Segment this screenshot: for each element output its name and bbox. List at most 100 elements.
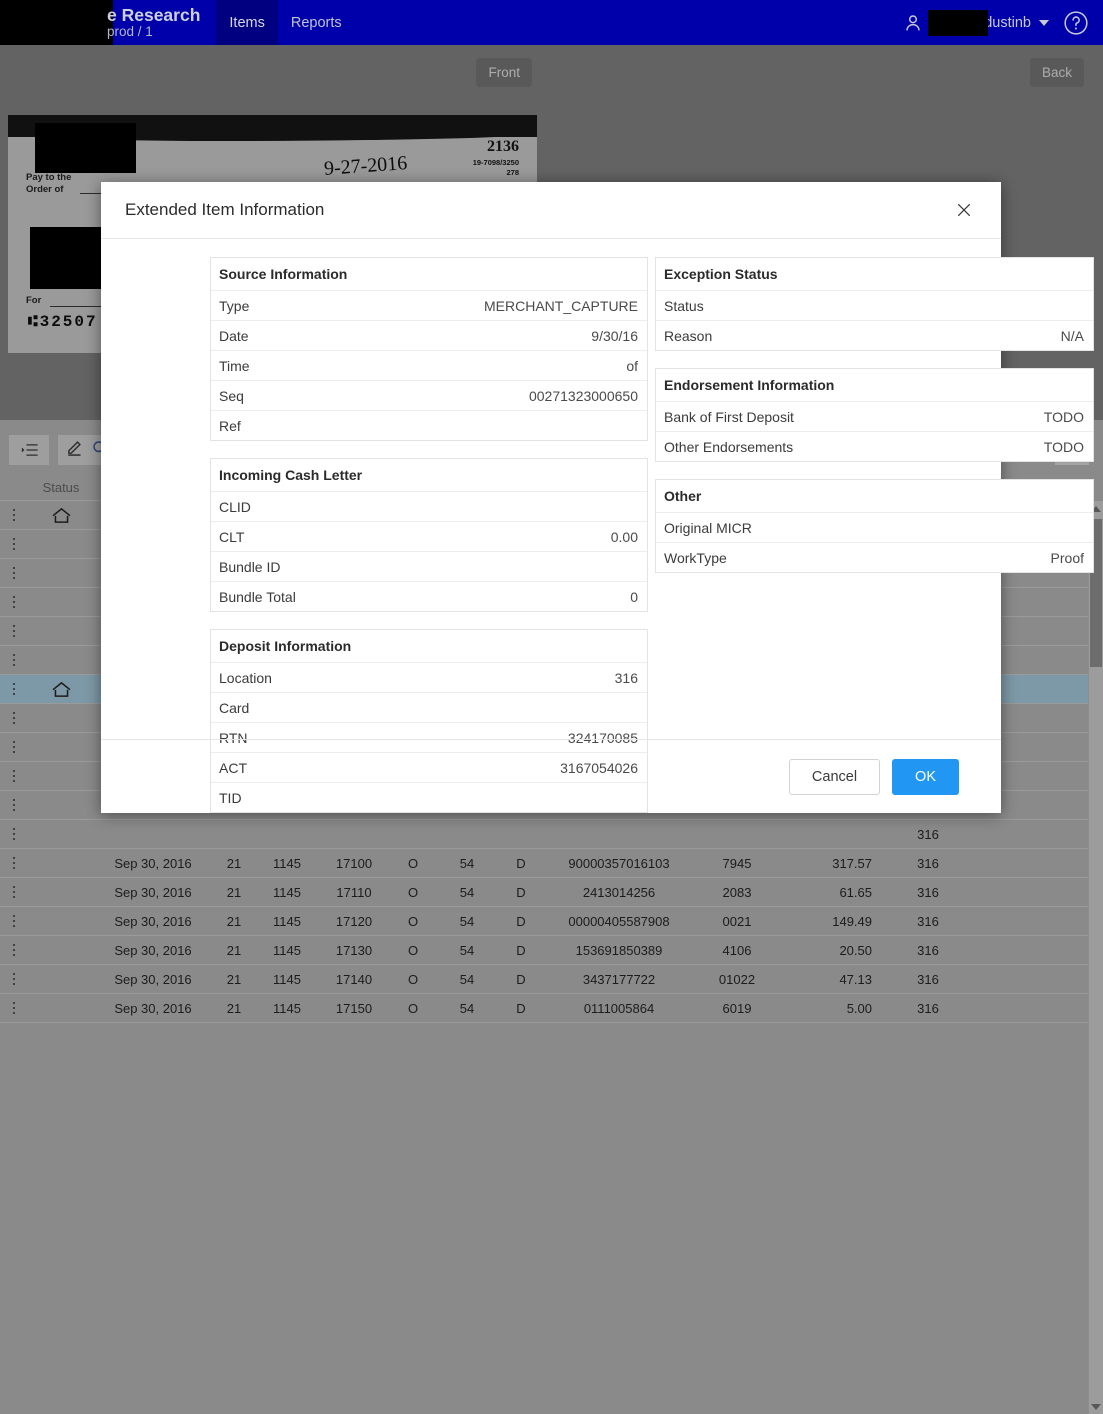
cell-col-f: D [516, 1000, 526, 1016]
detail-row: RTN 324170085 [211, 723, 647, 753]
close-icon[interactable] [951, 197, 977, 223]
cancel-button[interactable]: Cancel [788, 758, 881, 795]
ok-button[interactable]: OK [892, 758, 959, 795]
cell-col-d: O [407, 942, 419, 958]
cell-col-g: 2083 [722, 884, 752, 900]
row-menu-icon[interactable] [0, 762, 28, 790]
header-right: dustinb [902, 0, 1103, 45]
detail-value: 00271323000650 [528, 387, 638, 404]
card-title: Endorsement Information [656, 369, 1093, 402]
table-row[interactable]: Sep 30, 2016 21 1145 17100 O 54 D 900003… [0, 849, 1089, 878]
detail-row: Type MERCHANT_CAPTURE [211, 291, 647, 321]
row-menu-icon[interactable] [0, 791, 28, 819]
tab-reports[interactable]: Reports [290, 14, 342, 31]
cell-col-e: 54 [459, 913, 475, 929]
table-row[interactable]: Sep 30, 2016 21 1145 17130 O 54 D 153691… [0, 936, 1089, 965]
row-menu-icon[interactable] [0, 646, 28, 674]
cell-serial: 0111005864 [583, 1000, 655, 1016]
detail-row: Bank of First Deposit TODO [656, 402, 1093, 432]
row-status-icon [28, 675, 94, 703]
row-menu-icon[interactable] [0, 820, 28, 848]
detail-key: Date [219, 327, 249, 344]
cell-serial: 90000357016103 [568, 855, 670, 871]
cell-amount: 61.65 [839, 884, 872, 900]
cell-col-a: 21 [226, 855, 242, 871]
cell-col-d: O [407, 913, 419, 929]
th-status[interactable]: Status [42, 479, 80, 495]
cell-col-a: 21 [226, 884, 242, 900]
card-title: Source Information [211, 258, 647, 291]
detail-row: Bundle Total 0 [211, 582, 647, 611]
table-row[interactable]: Sep 30, 2016 21 1145 17110 O 54 D 241301… [0, 878, 1089, 907]
cell-date: Sep 30, 2016 [114, 884, 192, 900]
logo-redacted [0, 0, 113, 45]
left-column: Source Information Type MERCHANT_CAPTURE… [210, 257, 648, 830]
cell-dep-br: 316 [917, 1000, 939, 1016]
detail-row: Reason N/A [656, 321, 1093, 350]
cell-col-g: 4106 [722, 942, 752, 958]
front-redaction-top [35, 123, 136, 173]
cell-col-e: 54 [459, 855, 475, 871]
cell-col-f: D [516, 884, 526, 900]
cell-col-g: 6019 [722, 1000, 752, 1016]
pay-to-order-label: Pay to the Order of [26, 172, 72, 195]
check-front-top-shadow [8, 115, 537, 141]
cell-col-f: D [516, 913, 526, 929]
cell-col-e: 54 [459, 1000, 475, 1016]
cell-dep-br: 316 [917, 942, 939, 958]
detail-key: WorkType [664, 549, 727, 566]
detail-card: Exception Status Status Reason N/A [655, 257, 1094, 351]
row-menu-icon[interactable] [0, 994, 28, 1022]
cell-col-a: 21 [226, 942, 242, 958]
card-title: Incoming Cash Letter [211, 459, 647, 492]
cell-col-c: 17100 [335, 855, 373, 871]
row-menu-icon[interactable] [0, 530, 28, 558]
table-row[interactable]: Sep 30, 2016 21 1145 17150 O 54 D 011100… [0, 994, 1089, 1023]
row-menu-icon[interactable] [0, 588, 28, 616]
list-view-icon-button[interactable] [9, 435, 49, 465]
cell-col-d: O [407, 855, 419, 871]
row-status-icon [28, 994, 94, 1022]
row-menu-icon[interactable] [0, 501, 28, 529]
cell-col-e: 54 [459, 971, 475, 987]
back-image-pane: Back R002 050 Wash al 0204 60/61 H U [551, 45, 1103, 420]
table-row[interactable]: 316 [0, 820, 1089, 849]
row-menu-icon[interactable] [0, 559, 28, 587]
chevron-down-icon[interactable] [1039, 19, 1049, 26]
detail-value: 0.00 [610, 528, 638, 545]
detail-key: TID [219, 789, 242, 806]
back-button[interactable]: Back [1029, 58, 1084, 87]
row-menu-icon[interactable] [0, 907, 28, 935]
detail-key: Status [664, 297, 704, 314]
row-menu-icon[interactable] [0, 704, 28, 732]
detail-card: Source Information Type MERCHANT_CAPTURE… [210, 257, 648, 441]
row-menu-icon[interactable] [0, 936, 28, 964]
detail-value: TODO [1043, 408, 1084, 425]
row-menu-icon[interactable] [0, 965, 28, 993]
cell-col-b: 1145 [273, 942, 301, 958]
row-menu-icon[interactable] [0, 849, 28, 877]
row-menu-icon[interactable] [0, 675, 28, 703]
detail-key: Time [219, 357, 250, 374]
username-label[interactable]: dustinb [984, 14, 1031, 31]
table-row[interactable]: Sep 30, 2016 21 1145 17120 O 54 D 000004… [0, 907, 1089, 936]
micr-line: ⑆32507 [28, 313, 98, 331]
scroll-up-icon[interactable] [1089, 501, 1103, 516]
row-menu-icon[interactable] [0, 878, 28, 906]
help-circle-icon[interactable] [1063, 10, 1089, 36]
card-title: Deposit Information [211, 630, 647, 663]
app-header: e Research prod / 1 Items Reports dustin… [0, 0, 1103, 45]
cell-col-e: 54 [459, 884, 475, 900]
cell-col-a: 21 [226, 971, 242, 987]
scroll-down-icon[interactable] [1089, 1399, 1103, 1414]
extended-item-information-dialog: Extended Item Information Source Informa… [101, 182, 1094, 813]
detail-key: ACT [219, 759, 247, 776]
cell-col-c: 17150 [335, 1000, 373, 1016]
row-menu-icon[interactable] [0, 733, 28, 761]
edit-pencil-icon[interactable] [66, 439, 83, 461]
tab-items[interactable]: Items [216, 0, 278, 45]
front-button[interactable]: Front [476, 58, 532, 87]
row-menu-icon[interactable] [0, 617, 28, 645]
cell-col-c: 17120 [335, 913, 373, 929]
cell-amount: 47.13 [839, 971, 872, 987]
